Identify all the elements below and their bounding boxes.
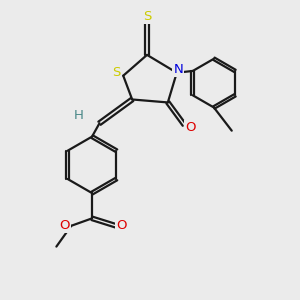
Text: S: S xyxy=(143,10,151,23)
Text: O: O xyxy=(116,219,127,232)
Text: H: H xyxy=(74,109,84,122)
Text: O: O xyxy=(185,121,195,134)
Text: S: S xyxy=(112,66,120,79)
Text: N: N xyxy=(173,63,183,76)
Text: O: O xyxy=(59,219,70,232)
